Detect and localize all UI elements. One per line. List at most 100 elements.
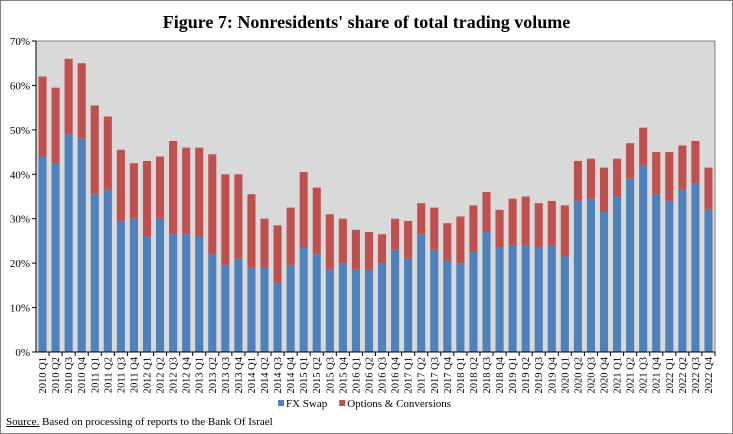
bar-options-conversions: [508, 198, 517, 246]
bar-options-conversions: [377, 234, 387, 264]
x-tick-label: 2016 Q4: [391, 356, 402, 393]
bar-fx-swap: [691, 183, 700, 352]
bar-fx-swap: [77, 138, 86, 352]
x-tick-label: 2020 Q1: [560, 357, 571, 393]
x-tick-label: 2014 Q2: [260, 357, 271, 393]
x-axis: 2010 Q1 2010 Q2 2010 Q3 2010 Q4 2011 Q1 2011 …: [36, 351, 716, 393]
bar-fx-swap: [665, 200, 674, 352]
x-tick-label: 2016 Q1: [351, 357, 362, 393]
bar-fx-swap: [116, 220, 125, 352]
x-tick-label: 2013 Q4: [234, 356, 245, 393]
bar-fx-swap: [182, 234, 191, 352]
bar-fx-swap: [129, 218, 138, 352]
bar-options-conversions: [495, 209, 504, 248]
x-tick-label: 2017 Q3: [430, 357, 441, 393]
bar-fx-swap: [90, 194, 99, 352]
bar-options-conversions: [521, 196, 530, 246]
bar-options-conversions: [51, 87, 60, 164]
bar-options-conversions: [626, 143, 635, 179]
bar-fx-swap: [704, 209, 713, 352]
bar-fx-swap: [573, 200, 582, 352]
y-tick-label: 40%: [10, 169, 30, 181]
bar-options-conversions: [586, 158, 595, 199]
bar-fx-swap: [456, 263, 465, 352]
bar-options-conversions: [430, 207, 439, 250]
bar-options-conversions: [351, 229, 360, 270]
bar-fx-swap: [417, 234, 426, 352]
x-tick-label: 2021 Q4: [652, 356, 663, 393]
bar-options-conversions: [469, 205, 478, 253]
bar-options-conversions: [443, 223, 452, 261]
bar-fx-swap: [221, 265, 230, 352]
source-text: Based on processing of reports to the Ba…: [39, 416, 273, 428]
x-tick-label: 2018 Q1: [456, 357, 467, 393]
y-tick-label: 20%: [10, 258, 30, 270]
bar-options-conversions: [77, 63, 86, 139]
x-tick-label: 2022 Q2: [678, 357, 689, 393]
bar-options-conversions: [299, 172, 308, 248]
legend-swatch-options-conversions: [339, 400, 346, 406]
bar-fx-swap: [469, 252, 478, 352]
x-tick-label: 2015 Q3: [325, 357, 336, 393]
bar-options-conversions: [704, 167, 713, 210]
bar-options-conversions: [678, 145, 687, 190]
bar-fx-swap: [38, 156, 47, 352]
bar-fx-swap: [142, 236, 152, 352]
bar-options-conversions: [286, 207, 295, 266]
bar-options-conversions: [234, 174, 243, 259]
x-tick-label: 2020 Q4: [600, 356, 611, 393]
bar-fx-swap: [560, 256, 569, 352]
bar-options-conversions: [208, 154, 217, 255]
x-tick-label: 2019 Q1: [508, 357, 519, 393]
bar-fx-swap: [325, 269, 334, 352]
x-tick-label: 2011 Q4: [129, 356, 140, 393]
bar-options-conversions: [182, 147, 191, 235]
source-note: Source. Based on processing of reports t…: [6, 416, 273, 428]
x-tick-label: 2012 Q2: [156, 357, 167, 393]
y-tick-label: 70%: [10, 36, 30, 48]
x-tick-label: 2013 Q2: [208, 357, 219, 393]
bar-options-conversions: [652, 152, 661, 195]
x-tick-label: 2010 Q3: [64, 357, 75, 393]
x-tick-label: 2020 Q2: [573, 357, 584, 393]
x-tick-label: 2019 Q3: [534, 357, 545, 393]
x-tick-label: 2011 Q3: [116, 357, 127, 393]
bar-fx-swap: [208, 254, 217, 352]
bar-fx-swap: [626, 178, 635, 352]
bar-options-conversions: [482, 192, 491, 233]
bar-options-conversions: [613, 158, 622, 197]
x-tick-label: 2015 Q2: [312, 357, 323, 393]
bar-fx-swap: [273, 283, 282, 352]
bar-fx-swap: [534, 247, 543, 352]
x-tick-label: 2010 Q1: [38, 357, 49, 393]
x-tick-label: 2019 Q2: [521, 357, 532, 393]
x-tick-label: 2015 Q1: [299, 357, 310, 393]
bar-fx-swap: [312, 254, 321, 352]
x-tick-label: 2018 Q3: [482, 357, 493, 393]
bar-options-conversions: [38, 76, 47, 157]
x-tick-label: 2017 Q4: [443, 356, 454, 393]
bar-fx-swap: [482, 232, 491, 352]
source-label: Source.: [6, 416, 40, 428]
x-tick-label: 2022 Q1: [665, 357, 676, 393]
bar-fx-swap: [247, 267, 256, 352]
bar-fx-swap: [443, 260, 452, 352]
x-tick-label: 2017 Q1: [404, 357, 415, 393]
bar-fx-swap: [286, 265, 295, 352]
x-tick-label: 2021 Q3: [639, 357, 650, 393]
bar-options-conversions: [391, 218, 400, 250]
x-tick-label: 2010 Q4: [77, 356, 88, 393]
x-tick-label: 2012 Q1: [142, 357, 153, 393]
bar-options-conversions: [312, 187, 321, 255]
y-tick-label: 50%: [10, 125, 30, 137]
x-tick-label: 2012 Q4: [182, 356, 193, 393]
bar-options-conversions: [221, 174, 230, 266]
bar-options-conversions: [142, 160, 152, 237]
x-tick-label: 2014 Q1: [247, 357, 258, 393]
bar-fx-swap: [586, 198, 595, 352]
legend-label: FX Swap: [286, 398, 328, 410]
x-tick-label: 2014 Q3: [273, 357, 284, 393]
bar-fx-swap: [64, 134, 73, 352]
x-tick-label: 2017 Q2: [417, 357, 428, 393]
bar-options-conversions: [404, 220, 413, 259]
